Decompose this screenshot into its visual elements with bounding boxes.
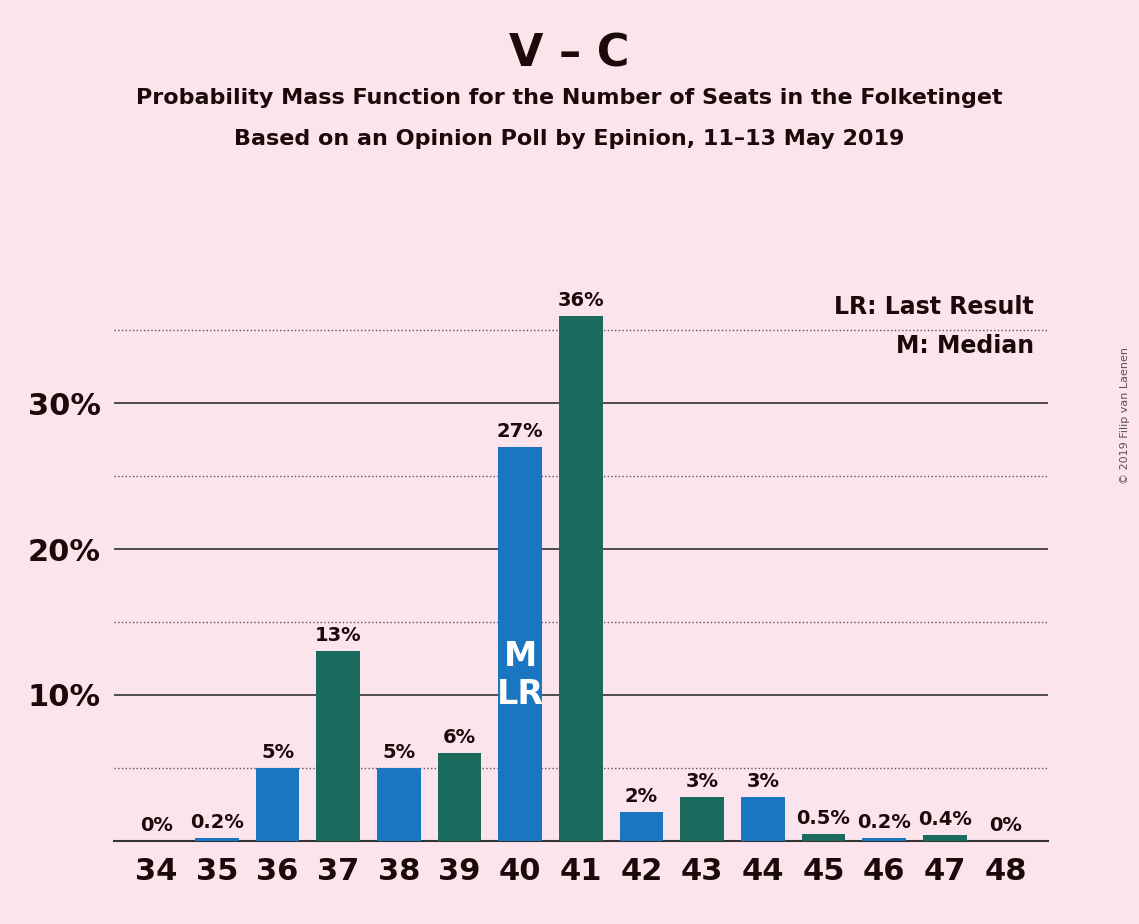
Text: 5%: 5% [383, 743, 416, 762]
Text: 0%: 0% [989, 816, 1022, 835]
Text: Based on an Opinion Poll by Epinion, 11–13 May 2019: Based on an Opinion Poll by Epinion, 11–… [235, 129, 904, 150]
Text: 0.4%: 0.4% [918, 810, 972, 829]
Text: © 2019 Filip van Laenen: © 2019 Filip van Laenen [1120, 347, 1130, 484]
Bar [802, 833, 845, 841]
Bar [195, 838, 239, 841]
Bar [680, 797, 724, 841]
Text: 2%: 2% [625, 787, 658, 806]
Text: 5%: 5% [261, 743, 294, 762]
Bar [923, 835, 967, 841]
Text: 0%: 0% [140, 816, 173, 835]
Text: LR: Last Result: LR: Last Result [834, 295, 1034, 319]
Text: 0.5%: 0.5% [796, 808, 851, 828]
Bar [256, 768, 300, 841]
Bar [862, 838, 906, 841]
Bar [741, 797, 785, 841]
Text: M
LR: M LR [497, 639, 543, 711]
Bar [559, 316, 603, 841]
Bar [377, 768, 420, 841]
Text: 13%: 13% [316, 626, 361, 645]
Text: 0.2%: 0.2% [190, 813, 244, 833]
Bar [620, 811, 663, 841]
Text: 3%: 3% [746, 772, 779, 791]
Bar [437, 753, 482, 841]
Text: V – C: V – C [509, 32, 630, 76]
Bar [499, 447, 542, 841]
Text: 3%: 3% [686, 772, 719, 791]
Text: 27%: 27% [497, 422, 543, 441]
Text: M: Median: M: Median [895, 334, 1034, 358]
Bar [317, 651, 360, 841]
Text: 6%: 6% [443, 728, 476, 748]
Text: 0.2%: 0.2% [858, 813, 911, 833]
Text: Probability Mass Function for the Number of Seats in the Folketinget: Probability Mass Function for the Number… [137, 88, 1002, 108]
Text: 36%: 36% [558, 291, 604, 310]
